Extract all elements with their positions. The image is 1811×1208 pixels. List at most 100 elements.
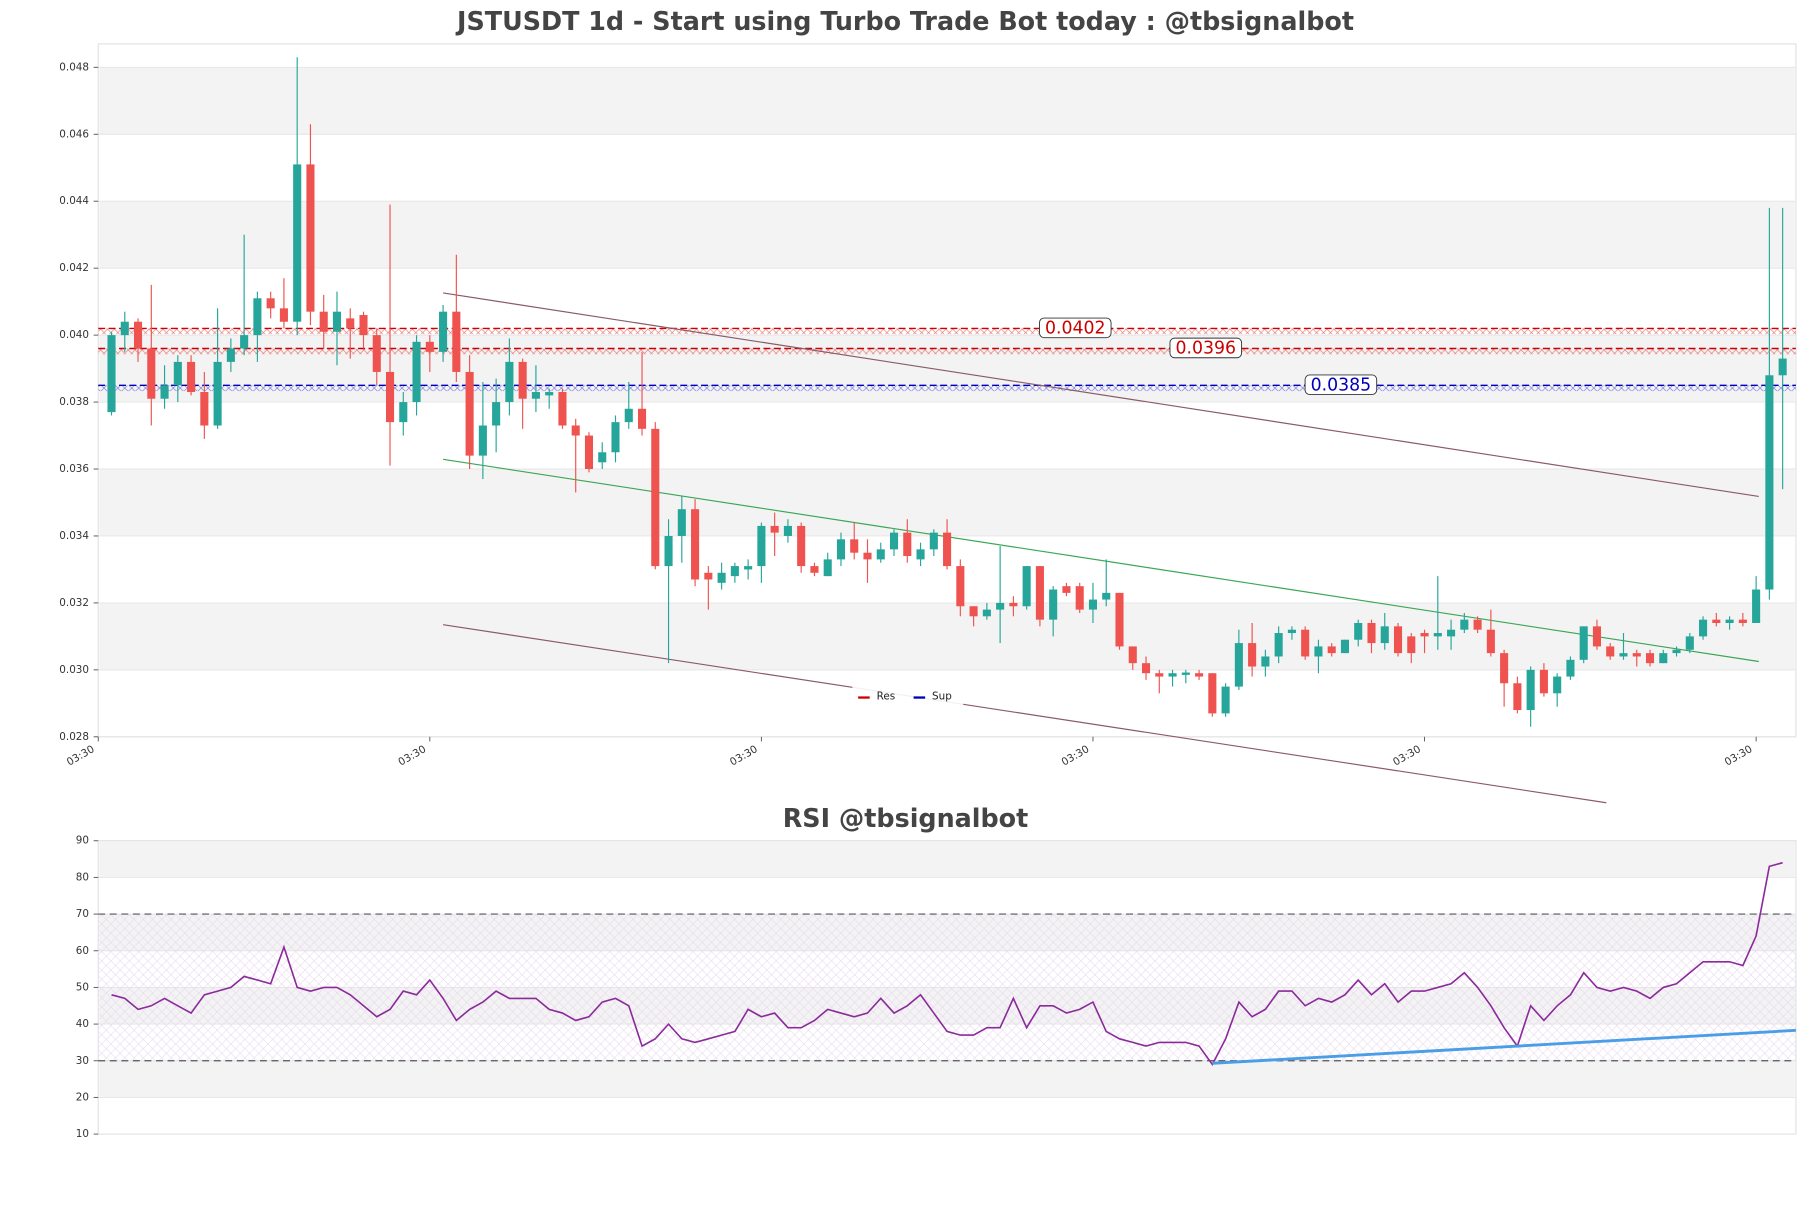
candle-body (1460, 619, 1469, 630)
candle-body (1168, 673, 1177, 677)
candle-body (584, 435, 594, 470)
candle-body (1035, 566, 1044, 620)
rsi-zone (98, 914, 1796, 1061)
candle-body (412, 341, 421, 403)
legend: Res Sup (852, 685, 964, 707)
candle-body (293, 164, 302, 322)
candle-body (1725, 619, 1734, 623)
candle-body (863, 552, 872, 560)
candle-body (279, 308, 288, 322)
candle-body (1672, 649, 1681, 654)
level-zone (98, 348, 1796, 355)
candle-body (1606, 646, 1615, 657)
candle-body (200, 392, 209, 426)
level-label: 0.0385 (1311, 375, 1372, 395)
y-tick-label: 10 (76, 1128, 89, 1140)
candle-body (810, 566, 819, 573)
candle-body (266, 298, 275, 309)
candle-body (1619, 653, 1628, 657)
candle-body (1062, 586, 1071, 593)
candle-body (385, 371, 395, 423)
candle-body (1354, 622, 1363, 640)
candle-body (1274, 633, 1283, 657)
candle-body (624, 408, 633, 423)
y-tick-label: 0.036 (59, 463, 89, 475)
candle-body (691, 509, 700, 580)
x-tick-label: 03:30 (728, 743, 760, 768)
candle-body (531, 392, 540, 399)
candle-body (1088, 599, 1098, 610)
candle-body (1314, 646, 1323, 657)
candle-body (1765, 375, 1774, 590)
y-tick-label: 0.038 (59, 396, 89, 408)
candle-body (1579, 626, 1588, 660)
candle-body (664, 535, 673, 567)
candle-body (107, 335, 116, 413)
candle-body (120, 321, 129, 336)
candle-body (876, 549, 885, 560)
candle-body (1526, 669, 1535, 711)
candle-body (319, 311, 328, 332)
candle-body (332, 311, 342, 332)
candle-body (372, 335, 381, 372)
candle-body (1778, 358, 1787, 376)
candle-body (836, 539, 846, 560)
candle-body (1738, 619, 1747, 623)
legend-label: Res (877, 690, 896, 702)
candle-body (359, 315, 368, 336)
candle-body (1141, 663, 1151, 674)
candle-body (1327, 646, 1336, 654)
candle-body (744, 566, 753, 570)
x-tick-label: 03:30 (1059, 743, 1091, 768)
candle-body (889, 532, 899, 550)
candle-body (1500, 653, 1509, 684)
candle-body (651, 428, 660, 567)
candle-body (1234, 643, 1243, 687)
y-tick-label: 0.032 (59, 597, 89, 609)
candle-body (1473, 619, 1482, 630)
candle-body (943, 532, 952, 567)
candle-body (1287, 629, 1296, 634)
candle-body (1659, 653, 1668, 664)
band (99, 201, 1795, 269)
candle-body (1248, 643, 1257, 667)
candle-body (1301, 629, 1310, 657)
candle-body (346, 318, 355, 329)
candle-body (677, 509, 686, 536)
trend-line (1212, 1028, 1796, 1065)
candle-body (903, 532, 912, 557)
candle-body (1195, 673, 1204, 677)
candle-body (1407, 636, 1416, 654)
candle-body (1049, 589, 1058, 620)
candle-body (1592, 626, 1602, 647)
candle-body (1645, 653, 1655, 664)
candle-body (770, 525, 779, 533)
y-tick-label: 30 (76, 1055, 89, 1067)
y-tick-label: 70 (76, 908, 89, 920)
candle-body (717, 572, 726, 583)
candle-body (425, 341, 434, 352)
candle-body (1393, 626, 1403, 654)
candle-body (160, 385, 169, 399)
trend-line (442, 292, 1759, 498)
candle-body (704, 572, 713, 580)
candle-body (1340, 639, 1350, 654)
level-label: 0.0402 (1045, 318, 1106, 338)
chart-title: JSTUSDT 1d - Start using Turbo Trade Bot… (455, 6, 1354, 36)
y-tick-label: 0.046 (59, 128, 89, 140)
candle-body (478, 425, 487, 456)
trend-line (442, 624, 1607, 804)
candle-body (147, 348, 156, 399)
candle-body (465, 371, 474, 456)
candle-body (637, 408, 647, 429)
band (99, 67, 1795, 135)
candle-body (1513, 683, 1522, 711)
x-tick-label: 03:30 (65, 743, 97, 768)
candle-body (1128, 646, 1137, 664)
band (99, 840, 1795, 878)
candle-body (823, 559, 832, 577)
candle-body (969, 606, 978, 617)
candle-body (1566, 659, 1575, 677)
